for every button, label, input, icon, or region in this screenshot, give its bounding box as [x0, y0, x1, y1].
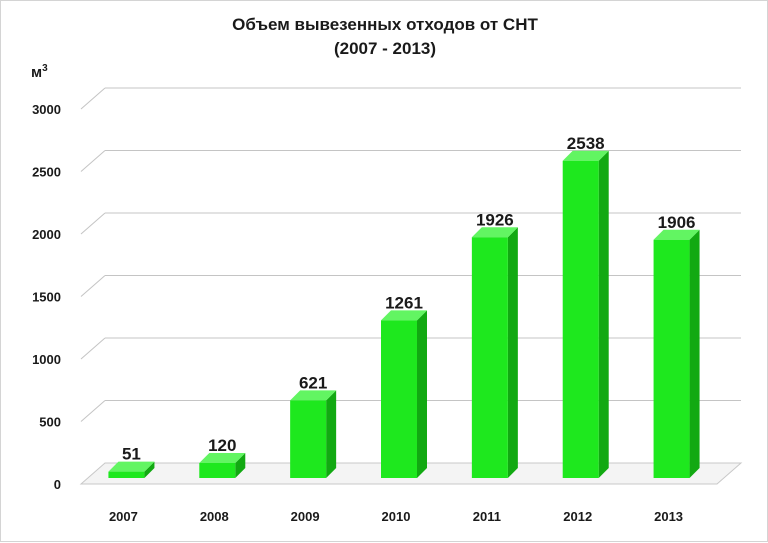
- bar: [108, 471, 145, 478]
- bar-top: [653, 229, 700, 240]
- gridline-diagonal: [80, 87, 106, 110]
- bar-top: [199, 453, 246, 463]
- bar-side: [326, 390, 337, 478]
- x-tick-label: 2007: [109, 509, 138, 524]
- gridline-diagonal: [80, 150, 106, 172]
- y-tick-label: 1000: [32, 352, 61, 367]
- y-tick-label: 1500: [32, 290, 61, 305]
- gridline-diagonal: [80, 275, 106, 297]
- data-label: 120: [208, 436, 236, 455]
- data-label: 2538: [567, 134, 605, 153]
- x-tick-label: 2010: [382, 509, 411, 524]
- data-label: 621: [299, 373, 327, 392]
- bar: [562, 160, 599, 478]
- gridline-diagonal: [80, 337, 106, 360]
- y-unit-base: м: [31, 64, 43, 81]
- data-label: 51: [122, 445, 141, 464]
- y-tick-label: 500: [39, 415, 61, 430]
- bar-side: [235, 453, 246, 478]
- bar: [471, 237, 508, 478]
- y-tick-label: 2500: [32, 165, 61, 180]
- chart-title-line-1: Объем вывезенных отходов от СНТ: [232, 15, 538, 34]
- y-axis-unit-label: м3: [31, 63, 48, 81]
- gridline-diagonal: [80, 400, 106, 422]
- bar-top: [108, 461, 155, 472]
- data-label: 1906: [658, 213, 696, 232]
- bar: [653, 239, 690, 478]
- bar: [290, 400, 327, 478]
- bar: [199, 463, 236, 478]
- bar-top: [381, 310, 427, 321]
- x-tick-label: 2011: [473, 509, 501, 524]
- bar-top: [290, 390, 337, 401]
- data-label: 1926: [476, 210, 514, 229]
- chart-title-line-2: (2007 - 2013): [333, 39, 437, 58]
- x-tick-label: 2013: [654, 509, 683, 524]
- x-tick-label: 2012: [563, 509, 592, 524]
- bar-top: [562, 150, 609, 161]
- y-unit-superscript: 3: [42, 63, 48, 74]
- bar-top: [471, 227, 518, 238]
- data-label: 1261: [385, 293, 423, 312]
- y-tick-label: 3000: [32, 102, 61, 117]
- y-tick-label: 0: [54, 477, 61, 492]
- bar-side: [689, 229, 700, 478]
- bar-side: [144, 461, 155, 478]
- bar: [381, 320, 417, 478]
- x-tick-label: 2008: [200, 509, 229, 524]
- bar-side: [507, 227, 518, 478]
- x-tick-label: 2009: [291, 509, 320, 524]
- gridline-diagonal: [80, 212, 106, 235]
- bar-side: [598, 150, 609, 478]
- bar-side: [417, 310, 427, 478]
- y-tick-label: 2000: [32, 227, 61, 242]
